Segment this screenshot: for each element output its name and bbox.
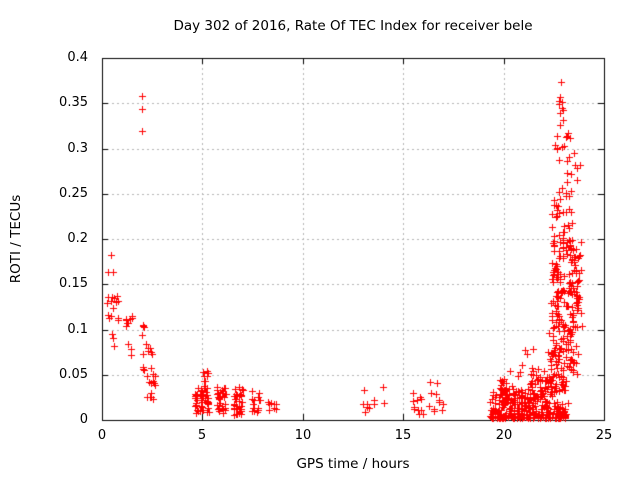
y-tick-label: 0.4 — [67, 50, 88, 65]
x-tick-label: 0 — [97, 428, 107, 443]
y-tick-label: 0.3 — [67, 141, 88, 156]
y-tick-label: 0.2 — [67, 231, 88, 246]
x-tick-label: 10 — [294, 428, 312, 443]
y-tick-label: 0.1 — [67, 322, 88, 337]
y-tick-label: 0.05 — [59, 367, 88, 382]
x-tick-label: 15 — [394, 428, 412, 443]
x-tick-label: 20 — [495, 428, 513, 443]
x-tick-label: 25 — [595, 428, 613, 443]
y-tick-label: 0 — [79, 412, 88, 427]
chart-title: Day 302 of 2016, Rate Of TEC Index for r… — [173, 18, 533, 34]
y-tick-label: 0.25 — [59, 186, 88, 201]
y-tick-label: 0.15 — [59, 276, 88, 291]
y-tick-label: 0.35 — [59, 95, 88, 110]
x-tick-label: 5 — [197, 428, 207, 443]
x-axis-label: GPS time / hours — [296, 456, 410, 472]
